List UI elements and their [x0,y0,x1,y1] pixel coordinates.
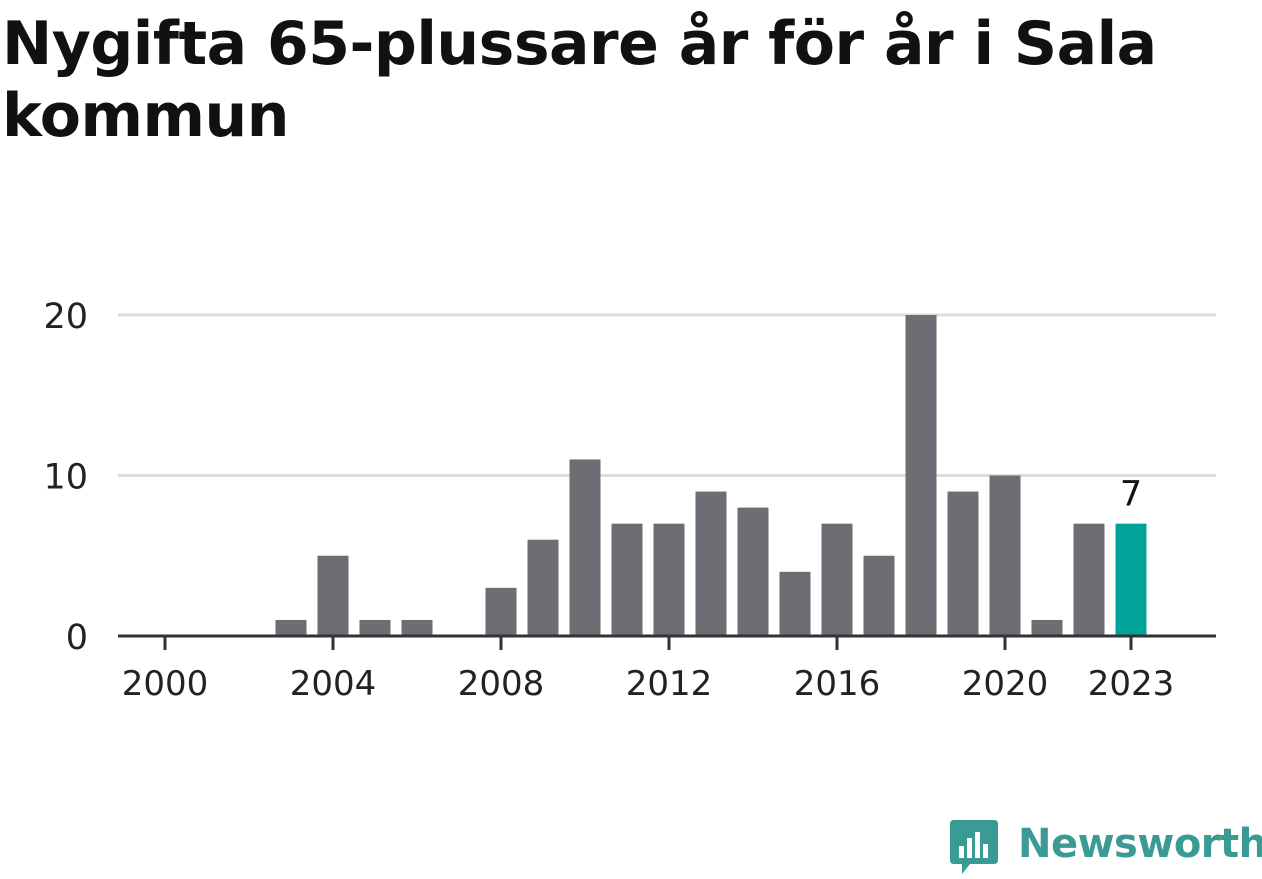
bar-2004 [317,555,349,636]
x-tick-label-2012: 2012 [626,664,713,704]
bar-chart-speech-bubble-icon [950,820,998,874]
bar-2011 [611,523,643,636]
y-tick-label-10: 10 [43,458,88,498]
bar-2017 [863,555,895,636]
bar-2006 [401,619,433,636]
annotations: 7 [1120,475,1142,515]
x-tick-label-2023: 2023 [1088,664,1175,704]
bar-2021 [1031,619,1063,636]
gridlines [118,313,1216,477]
bar-2018 [905,315,937,636]
x-tick-label-2020: 2020 [962,664,1049,704]
bar-2008 [485,587,517,636]
bar-2020 [989,475,1021,636]
bar-2010 [569,459,601,636]
bar-2009 [527,539,559,636]
x-tick-label-2008: 2008 [458,664,545,704]
x-tick-label-2000: 2000 [122,664,209,704]
bar-2023 [1115,523,1147,636]
brand-name: Newsworthy [1018,821,1262,867]
y-tick-label-20: 20 [43,297,88,337]
newsworthy-logo: Newsworthy [950,818,1262,878]
y-axis-labels: 0 10 20 [43,297,88,658]
bar-2022 [1073,523,1105,636]
bar-2019 [947,491,979,636]
x-tick-label-2016: 2016 [794,664,881,704]
bar-2015 [779,571,811,636]
bar-2014 [737,507,769,636]
bar-2013 [695,491,727,636]
bar-2012 [653,523,685,636]
bars [275,315,1147,636]
x-axis: 2000 2004 2008 2012 2016 2020 2023 [118,634,1216,704]
chart-title: Nygifta 65-plussare år för år i Sala kom… [2,9,1157,151]
y-tick-label-0: 0 [66,618,88,658]
bar-2005 [359,619,391,636]
x-tick-label-2004: 2004 [290,664,377,704]
bar-2016 [821,523,853,636]
highlight-value-label: 7 [1120,475,1142,515]
bar-2003 [275,619,307,636]
